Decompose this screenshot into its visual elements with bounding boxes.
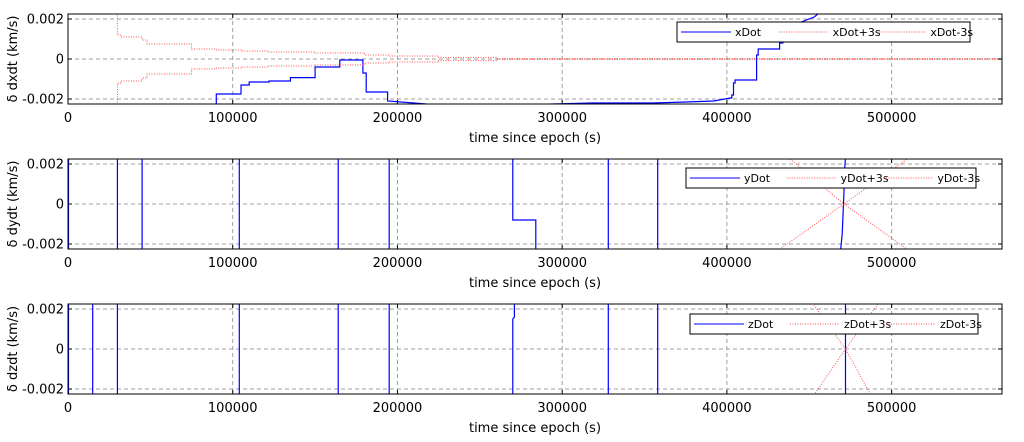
chart-panel-1: 0 100000 200000 300000 400000 500000-0.00200.… bbox=[6, 13, 1003, 146]
y-axis-label: δ dydt (km/s) bbox=[6, 160, 21, 247]
legend-label: xDot-3s bbox=[930, 26, 973, 39]
x-tick-label: 400000 bbox=[702, 111, 752, 126]
x-tick-label: 200000 bbox=[373, 401, 423, 416]
y-tick-label: -0.002 bbox=[22, 238, 64, 253]
y-axis-label: δ dxdt (km/s) bbox=[6, 15, 21, 102]
x-tick-label: 200000 bbox=[373, 111, 423, 126]
y-axis-label: δ dzdt (km/s) bbox=[6, 306, 21, 392]
legend-box bbox=[689, 313, 979, 335]
legend: yDot yDot+3s yDot-3s bbox=[685, 167, 980, 189]
x-tick-label: 400000 bbox=[702, 401, 752, 416]
legend-label: xDot+3s bbox=[833, 26, 881, 39]
legend-label: yDot-3s bbox=[937, 172, 980, 185]
series-line-ydot-3s bbox=[781, 159, 909, 249]
series-line-xdot-3s bbox=[116, 14, 1002, 60]
series-line-zdot-3s bbox=[812, 304, 871, 394]
legend-label: zDot+3s bbox=[844, 318, 892, 331]
x-tick-label: 300000 bbox=[537, 111, 587, 126]
y-tick-label: -0.002 bbox=[22, 383, 64, 398]
legend-label: zDot-3s bbox=[940, 318, 982, 331]
y-tick-label: -0.002 bbox=[22, 93, 64, 108]
legend: zDot zDot+3s zDot-3s bbox=[689, 313, 982, 335]
x-tick-label: 500000 bbox=[867, 256, 917, 271]
legend-label: yDot bbox=[744, 172, 771, 185]
x-tick-label: 300000 bbox=[537, 401, 587, 416]
legend: xDot xDot+3s xDot-3s bbox=[676, 21, 973, 43]
series-line-xdot-3s bbox=[116, 58, 1002, 104]
x-tick-label: 0 bbox=[64, 401, 72, 416]
x-tick-label: 500000 bbox=[867, 111, 917, 126]
legend-label: xDot bbox=[735, 26, 762, 39]
x-axis-label: time since epoch (s) bbox=[469, 421, 601, 436]
x-tick-label: 100000 bbox=[208, 256, 258, 271]
y-tick-label: 0.002 bbox=[27, 13, 64, 28]
legend-box bbox=[685, 167, 977, 189]
x-tick-label: 200000 bbox=[373, 256, 423, 271]
chart-panel-3: 0 100000 200000 300000 400000 500000-0.00200.… bbox=[6, 303, 1003, 436]
legend-box bbox=[676, 21, 971, 43]
x-tick-label: 0 bbox=[64, 111, 72, 126]
x-axis-label: time since epoch (s) bbox=[469, 276, 601, 291]
series-line-xdot bbox=[215, 14, 819, 104]
x-tick-label: 100000 bbox=[208, 401, 258, 416]
x-tick-label: 500000 bbox=[867, 401, 917, 416]
legend-label: zDot bbox=[748, 318, 774, 331]
chart-panel-2: 0 100000 200000 300000 400000 500000-0.00200.… bbox=[6, 158, 1003, 291]
series-group bbox=[116, 14, 1002, 104]
y-tick-label: 0.002 bbox=[27, 303, 64, 318]
y-tick-label: 0.002 bbox=[27, 158, 64, 173]
x-tick-label: 300000 bbox=[537, 256, 587, 271]
y-tick-label: 0 bbox=[56, 343, 64, 358]
x-axis-label: time since epoch (s) bbox=[469, 131, 601, 146]
legend-label: yDot+3s bbox=[841, 172, 889, 185]
x-tick-label: 100000 bbox=[208, 111, 258, 126]
x-tick-label: 0 bbox=[64, 256, 72, 271]
x-tick-label: 400000 bbox=[702, 256, 752, 271]
y-tick-label: 0 bbox=[56, 198, 64, 213]
y-tick-label: 0 bbox=[56, 53, 64, 68]
